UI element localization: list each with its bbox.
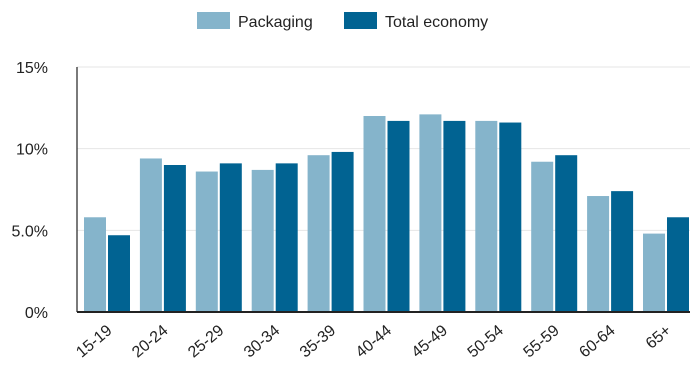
bar-total-economy-30-34 (275, 163, 298, 312)
bar-packaging-65+ (643, 233, 665, 312)
bar-packaging-50-54 (475, 120, 498, 313)
x-tick-label: 60-64 (576, 322, 618, 361)
y-tick-label: 15% (16, 60, 48, 77)
x-tick-label: 30-34 (241, 322, 283, 361)
x-tick-label: 40-44 (353, 322, 395, 361)
bar-packaging-35-39 (307, 155, 330, 312)
legend-swatch-total-economy (344, 12, 377, 29)
y-tick-label: 10% (16, 142, 48, 159)
y-axis: 0% 5.0% 10% 15% (12, 60, 78, 322)
bar-total-economy-45-49 (443, 120, 466, 313)
bar-total-economy-25-29 (219, 163, 242, 312)
y-tick-label: 0% (25, 305, 48, 322)
y-tick-label: 5.0% (12, 223, 48, 240)
x-tick-label: 65+ (643, 322, 675, 352)
bar-total-economy-65+ (667, 217, 689, 312)
bar-total-economy-35-39 (331, 151, 354, 312)
x-tick-label: 45-49 (409, 322, 451, 361)
legend-swatch-packaging (197, 12, 230, 29)
x-tick-label: 20-24 (129, 322, 171, 361)
bar-total-economy-20-24 (163, 165, 186, 312)
bar-total-economy-60-64 (611, 191, 634, 312)
bar-packaging-60-64 (587, 196, 610, 312)
legend-label-packaging: Packaging (238, 14, 313, 31)
x-tick-label: 35-39 (297, 322, 339, 361)
x-tick-label: 50-54 (465, 322, 507, 361)
bar-total-economy-15-19 (108, 235, 130, 312)
bars (84, 114, 689, 313)
legend: Packaging Total economy (197, 12, 488, 31)
bar-packaging-40-44 (363, 116, 386, 312)
x-axis: 15-19 20-24 25-29 30-34 35-39 40-44 45-49 50-54… (73, 311, 690, 361)
x-tick-label: 55-59 (520, 322, 562, 361)
bar-packaging-30-34 (251, 169, 274, 312)
x-tick-label: 25-29 (185, 322, 227, 361)
bar-packaging-45-49 (419, 114, 442, 312)
bar-total-economy-40-44 (387, 120, 410, 313)
bar-packaging-15-19 (84, 217, 106, 312)
bar-packaging-55-59 (531, 161, 554, 312)
bar-total-economy-55-59 (555, 155, 578, 312)
bar-packaging-25-29 (195, 171, 218, 312)
x-tick-label: 15-19 (73, 322, 115, 361)
bar-total-economy-50-54 (499, 122, 522, 313)
bar-packaging-20-24 (139, 158, 162, 312)
legend-label-total-economy: Total economy (385, 14, 488, 31)
